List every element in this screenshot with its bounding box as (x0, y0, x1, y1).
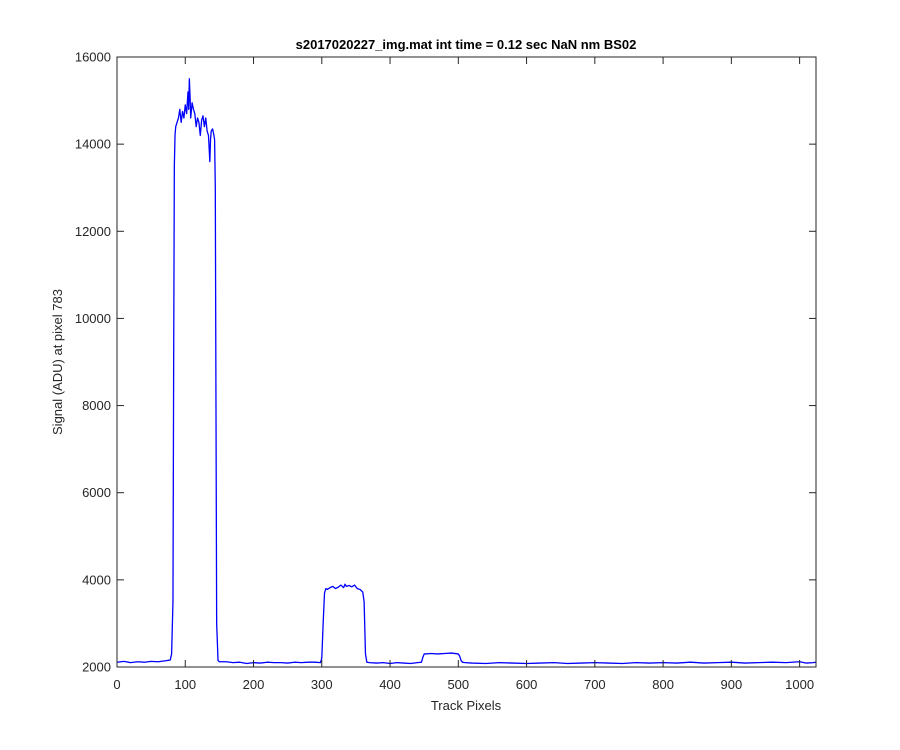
y-tick-label: 10000 (75, 311, 111, 326)
y-axis-label: Signal (ADU) at pixel 783 (50, 289, 65, 435)
y-tick-label: 6000 (82, 485, 111, 500)
x-tick-label: 1000 (785, 677, 814, 692)
x-tick-label: 300 (311, 677, 333, 692)
plot-area (117, 57, 816, 667)
x-tick-label: 600 (516, 677, 538, 692)
x-axis-label: Track Pixels (431, 698, 502, 713)
x-tick-label: 700 (584, 677, 606, 692)
x-tick-label: 900 (721, 677, 743, 692)
x-tick-label: 0 (113, 677, 120, 692)
y-tick-label: 2000 (82, 660, 111, 675)
y-axis-ticks: 2000 4000 6000 8000 10000 12000 14000 16000 (75, 50, 816, 675)
x-tick-label: 100 (174, 677, 196, 692)
chart-title: s2017020227_img.mat int time = 0.12 sec … (296, 37, 637, 52)
x-axis-ticks: 0 100 200 300 400 500 600 700 800 900 1000 (113, 57, 814, 692)
y-tick-label: 8000 (82, 398, 111, 413)
x-tick-label: 800 (652, 677, 674, 692)
y-tick-label: 4000 (82, 572, 111, 587)
y-tick-label: 12000 (75, 224, 111, 239)
x-tick-label: 400 (379, 677, 401, 692)
axes-box (116, 56, 817, 668)
y-tick-label: 14000 (75, 137, 111, 152)
y-tick-label: 16000 (75, 50, 111, 65)
x-tick-label: 500 (447, 677, 469, 692)
x-tick-label: 200 (243, 677, 265, 692)
